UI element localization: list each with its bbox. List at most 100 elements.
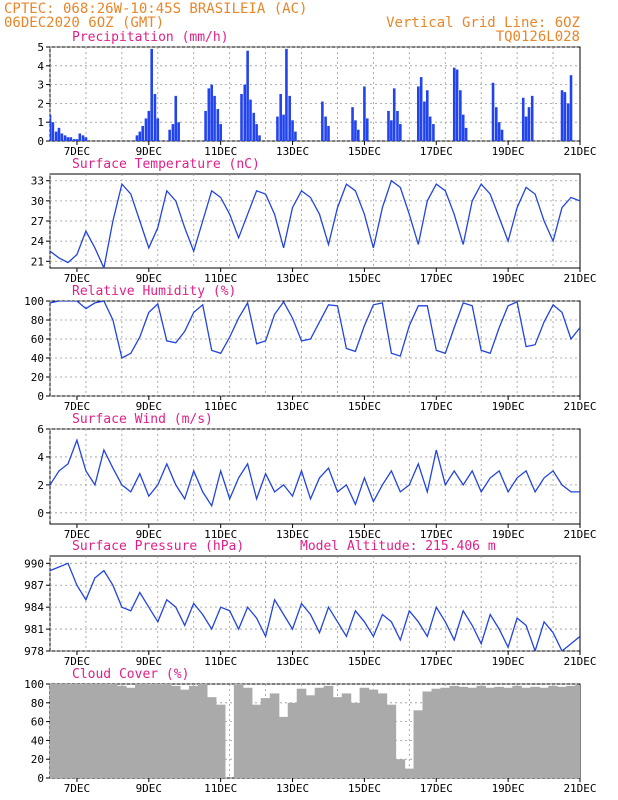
x-tick-label: 15DEC [348,272,381,285]
x-tick-label: 21DEC [563,782,596,795]
cloud-bar [359,687,370,778]
x-tick-label: 11DEC [204,782,237,795]
x-tick-label: 7DEC [64,272,91,285]
panel-wind: 0 2 4 6 7DEC 9DEC 11DEC 13DEC 15DEC 17DEC 19DEC 21D… [37,412,596,541]
cloud-bar [161,684,172,778]
y-tick-label: 21 [31,255,44,268]
y-tick-label: 30 [31,195,44,208]
cloud-bar [170,685,181,778]
x-tick-label: 17DEC [420,272,453,285]
y-tick-label: 0 [37,135,44,148]
x-tick-label: 11DEC [204,400,237,413]
x-tick-label: 15DEC [348,782,381,795]
x-tick-label: 9DEC [136,782,163,795]
cloud-bar [530,686,540,778]
x-tick-label: 19DEC [492,528,525,541]
panel-frame [49,428,581,525]
cloud-bar [566,685,576,778]
x-tick-label: 9DEC [136,528,163,541]
precip-bar [563,92,567,141]
cloud-bar [386,704,397,778]
cloud-bar [332,697,343,778]
x-tick-label: 19DEC [492,400,525,413]
cloud-bar [404,768,415,778]
precip-bar [249,99,252,141]
precip-bar [66,137,70,141]
precip-bar [240,94,243,141]
precip-bar [425,90,429,141]
precip-bar [63,135,67,141]
x-tick-label: 19DEC [492,272,525,285]
y-tick-label: 0 [37,772,44,785]
x-tick-label: 11DEC [204,528,237,541]
panel-frame [49,300,581,397]
y-tick-label: 3 [37,79,44,92]
precip-bar [243,84,247,141]
cloud-bar [63,684,73,778]
precip-bar [168,129,171,141]
cloud-bar [81,684,91,778]
plot-area [50,48,573,141]
precip-bar [81,135,85,141]
precip-bar [354,120,357,141]
precip-bar [258,135,261,141]
precip-bar [497,122,501,141]
x-tick-label: 21DEC [563,400,596,413]
cloud-bar [395,759,406,778]
x-tick-label: 9DEC [136,655,163,668]
x-tick-label: 9DEC [136,400,163,413]
precip-bar [204,110,207,141]
precip-bar [213,95,216,141]
precip-bar [291,120,294,141]
cloud-bar [296,688,307,778]
precip-bar [153,94,157,141]
panel-pressure: 978 981 984 987 990 7DEC 9DEC 11DEC 13DEC 15DEC 17… [24,539,596,668]
y-tick-label: 100 [24,678,44,691]
precip-bar [327,125,330,141]
cloud-bar [197,684,208,778]
y-tick-label: 2 [37,97,44,110]
precip-bar [50,114,52,141]
y-tick-label: 20 [31,371,44,384]
precip-bar [321,101,324,141]
cloud-bar [422,691,433,778]
precip-bar [288,95,291,141]
cloud-bar [50,684,55,778]
precip-bar [521,97,525,141]
cloud-bar [188,685,199,778]
temp-line [50,179,580,268]
x-tick-label: 15DEC [348,400,381,413]
precip-bar [60,133,64,141]
header-grid-note: Vertical Grid Line: 6OZ [386,15,580,31]
panel-frame [49,555,581,652]
x-tick-label: 11DEC [204,655,237,668]
cloud-bar [242,687,253,778]
precip-bar [51,122,55,141]
header-station: CPTEC: 068:26W-10:45S BRASILEIA (AC) [4,1,307,17]
cloud-bar [458,686,469,778]
cloud-bar [144,684,154,778]
plot-area [50,684,580,778]
panel-annotation: Model Altitude: 215.406 m [300,539,496,554]
x-tick-label: 11DEC [204,272,237,285]
x-tick-label: 7DEC [64,400,91,413]
panel-title: Surface Pressure (hPa) [72,539,244,554]
precip-bar [387,110,390,141]
x-tick-label: 7DEC [64,528,91,541]
cloud-bar [539,687,549,778]
precip-bar [417,86,420,141]
y-tick-label: 100 [24,295,44,308]
precip-bar [455,69,459,141]
precip-bar [464,127,468,141]
cloud-bar [341,693,352,778]
precip-bar [399,124,402,141]
precip-bar [356,129,360,141]
y-tick-label: 80 [31,314,44,327]
cloud-bar [575,684,580,778]
precip-bar [57,127,61,141]
cloud-bar [368,689,379,778]
precip-bar [363,86,366,141]
precip-bar [560,90,564,141]
x-tick-label: 15DEC [348,145,381,158]
